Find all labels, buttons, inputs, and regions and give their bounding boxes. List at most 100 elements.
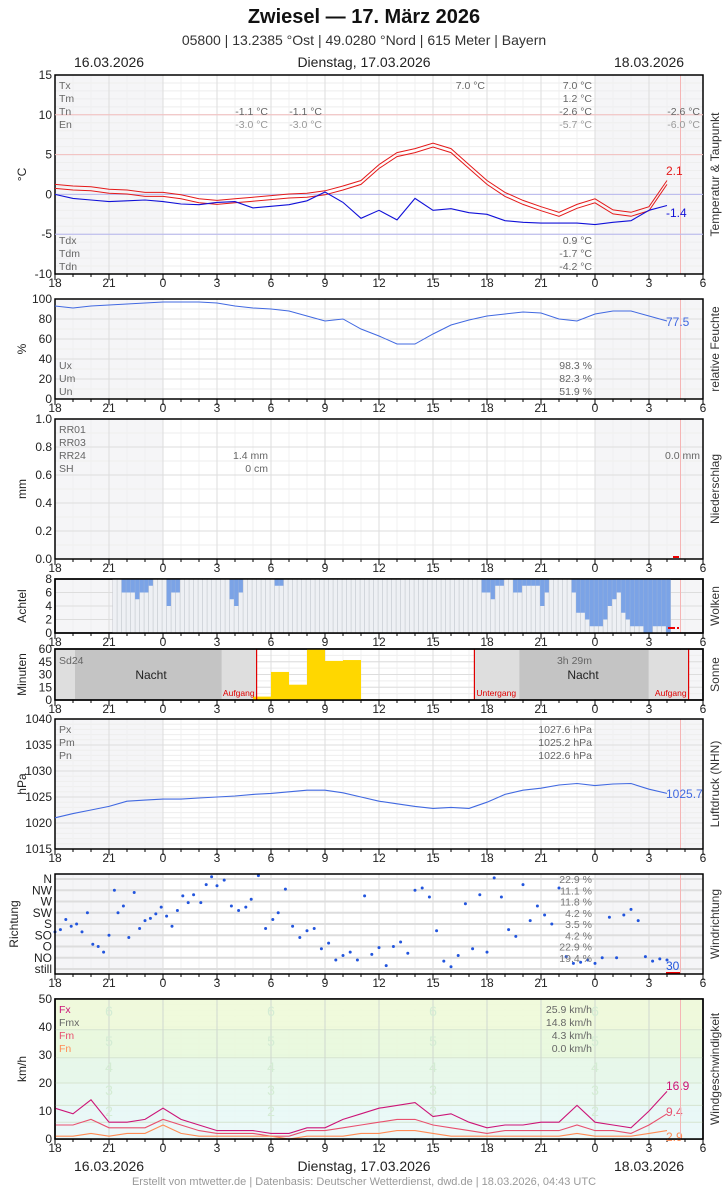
svg-text:S: S — [44, 917, 52, 931]
svg-text:3h 29m: 3h 29m — [557, 655, 592, 667]
svg-text:Windrichtung: Windrichtung — [708, 889, 722, 959]
svg-text:12: 12 — [372, 276, 386, 290]
svg-text:Nacht: Nacht — [135, 668, 167, 682]
svg-text:Tdm: Tdm — [59, 248, 80, 260]
svg-text:30: 30 — [666, 959, 680, 973]
svg-text:4.2 %: 4.2 % — [565, 908, 592, 920]
svg-text:0.0 mm: 0.0 mm — [665, 450, 700, 462]
svg-text:16.9: 16.9 — [666, 1079, 690, 1093]
svg-text:0.9 °C: 0.9 °C — [563, 235, 593, 247]
svg-text:40: 40 — [39, 1020, 53, 1034]
svg-text:2: 2 — [267, 1103, 275, 1119]
svg-text:7.0 °C: 7.0 °C — [563, 80, 593, 92]
svg-text:1025.2 hPa: 1025.2 hPa — [538, 737, 592, 749]
svg-text:12: 12 — [372, 702, 386, 716]
svg-text:21: 21 — [102, 702, 116, 716]
date-center-bottom: Dienstag, 17.03.2026 — [297, 1158, 431, 1174]
svg-text:0.6: 0.6 — [35, 468, 52, 482]
svg-text:3: 3 — [214, 635, 221, 649]
svg-text:0: 0 — [592, 635, 599, 649]
svg-text:5: 5 — [45, 148, 52, 162]
svg-text:Richtung: Richtung — [7, 900, 21, 947]
svg-text:15: 15 — [426, 976, 440, 990]
svg-text:-3.0 °C: -3.0 °C — [289, 119, 322, 131]
svg-text:6: 6 — [591, 1003, 599, 1019]
svg-text:18: 18 — [48, 1141, 62, 1155]
svg-text:1022.6 hPa: 1022.6 hPa — [538, 750, 592, 762]
svg-text:3: 3 — [646, 635, 653, 649]
svg-text:20: 20 — [39, 372, 53, 386]
svg-text:6: 6 — [268, 561, 275, 575]
svg-text:Fmx: Fmx — [59, 1017, 80, 1029]
svg-text:2: 2 — [429, 1103, 437, 1119]
svg-text:0: 0 — [160, 635, 167, 649]
svg-text:0: 0 — [592, 1141, 599, 1155]
svg-text:50: 50 — [39, 992, 53, 1006]
svg-text:9: 9 — [322, 276, 329, 290]
svg-text:Temperatur & Taupunkt: Temperatur & Taupunkt — [708, 112, 722, 237]
date-left-top: 16.03.2026 — [74, 54, 145, 70]
svg-text:22.9 %: 22.9 % — [559, 874, 592, 886]
svg-text:18: 18 — [480, 851, 494, 865]
precipitation-chart: 1.00.80.60.40.20.018 21 0 3 6 9 12 15 18 21 0 3 6mm N… — [15, 412, 722, 575]
svg-text:3: 3 — [214, 1141, 221, 1155]
svg-text:12: 12 — [372, 561, 386, 575]
svg-text:6: 6 — [268, 851, 275, 865]
svg-text:6: 6 — [268, 976, 275, 990]
svg-text:18: 18 — [48, 276, 62, 290]
svg-text:4: 4 — [105, 1059, 113, 1075]
svg-text:12: 12 — [372, 1141, 386, 1155]
svg-text:1040: 1040 — [25, 712, 52, 726]
svg-text:21: 21 — [102, 976, 116, 990]
svg-text:5: 5 — [429, 1033, 437, 1049]
svg-text:18: 18 — [48, 702, 62, 716]
svg-text:9: 9 — [322, 976, 329, 990]
svg-text:15: 15 — [426, 1141, 440, 1155]
svg-text:km/h: km/h — [15, 1056, 29, 1082]
svg-text:18: 18 — [480, 401, 494, 415]
svg-text:0: 0 — [45, 693, 52, 707]
svg-text:Pm: Pm — [59, 737, 75, 749]
svg-text:Aufgang: Aufgang — [655, 688, 687, 698]
svg-text:-2.6 °C: -2.6 °C — [667, 106, 700, 118]
svg-text:0 cm: 0 cm — [245, 463, 268, 475]
svg-text:6: 6 — [268, 276, 275, 290]
svg-text:4: 4 — [591, 1059, 599, 1075]
svg-text:0: 0 — [592, 702, 599, 716]
svg-text:2: 2 — [105, 1103, 113, 1119]
svg-text:2: 2 — [45, 613, 52, 627]
svg-text:Wolken: Wolken — [708, 586, 722, 626]
svg-text:8: 8 — [45, 572, 52, 586]
svg-text:En: En — [59, 119, 72, 131]
svg-text:9: 9 — [322, 702, 329, 716]
svg-text:3: 3 — [105, 1082, 113, 1098]
svg-text:6: 6 — [700, 635, 707, 649]
svg-text:0: 0 — [592, 851, 599, 865]
svg-text:0: 0 — [45, 626, 52, 640]
svg-text:1025.7: 1025.7 — [666, 787, 703, 801]
svg-text:18: 18 — [480, 561, 494, 575]
svg-text:Fx: Fx — [59, 1004, 71, 1016]
page-title: Zwiesel — 17. März 2026 — [247, 6, 481, 28]
svg-text:18: 18 — [480, 276, 494, 290]
svg-text:5: 5 — [267, 1033, 275, 1049]
svg-text:Tn: Tn — [59, 106, 71, 118]
svg-text:18: 18 — [480, 976, 494, 990]
svg-text:still: still — [35, 962, 52, 976]
svg-text:15: 15 — [39, 680, 53, 694]
svg-text:SW: SW — [33, 906, 53, 920]
svg-text:2.1: 2.1 — [666, 164, 683, 178]
svg-text:6: 6 — [268, 1141, 275, 1155]
svg-text:51.9 %: 51.9 % — [559, 386, 592, 398]
svg-text:Tm: Tm — [59, 93, 74, 105]
svg-text:18: 18 — [48, 851, 62, 865]
date-right-bottom: 18.03.2026 — [614, 1158, 685, 1174]
svg-text:98.3 %: 98.3 % — [559, 360, 592, 372]
svg-text:2.9: 2.9 — [666, 1130, 683, 1144]
svg-text:0: 0 — [45, 392, 52, 406]
svg-text:21: 21 — [534, 1141, 548, 1155]
svg-text:1.0: 1.0 — [35, 412, 52, 426]
svg-text:45: 45 — [39, 655, 53, 669]
